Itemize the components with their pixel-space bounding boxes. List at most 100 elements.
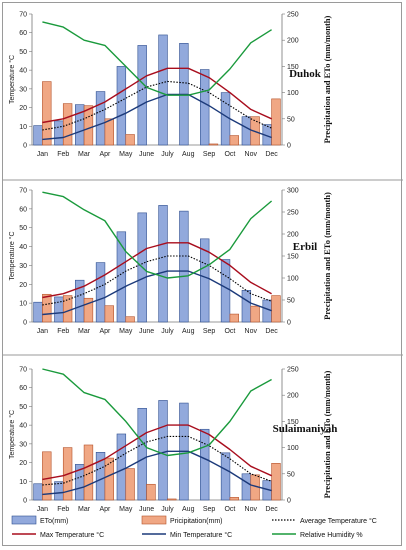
- precip-bar: [229, 313, 239, 323]
- y-tick-label: 60: [19, 385, 27, 392]
- y-tick-label: 40: [19, 244, 27, 251]
- y2-tick-label: 250: [287, 12, 299, 19]
- legend-label: ETo(mm): [40, 518, 68, 525]
- y2-tick-label: 250: [287, 367, 299, 374]
- y2-tick-label: 100: [287, 445, 299, 452]
- precip-bar: [104, 305, 114, 323]
- eto-bar: [54, 296, 64, 323]
- precip-bar: [271, 295, 281, 323]
- x-tick-label: Dec: [265, 151, 278, 158]
- y-tick-label: 70: [19, 367, 27, 374]
- figure-border: [2, 2, 402, 546]
- eto-bar: [220, 259, 231, 323]
- y2-axis-label: Precipitation and ETo (mm/month): [322, 192, 332, 320]
- x-tick-label: Apr: [99, 151, 111, 158]
- y-tick-label: 20: [19, 460, 27, 467]
- x-tick-label: Nov: [245, 506, 258, 513]
- legend-item-precip: Pricipitation(mm): [141, 515, 223, 525]
- avg-series-line: [42, 435, 272, 486]
- legend-item-avg: Average Temperature °C: [272, 517, 377, 525]
- y-tick-label: 10: [19, 479, 27, 486]
- precip-bar: [42, 293, 52, 323]
- x-tick-label: Feb: [57, 506, 69, 513]
- max-series-line: [42, 424, 272, 481]
- x-tick-label: Jan: [37, 151, 48, 158]
- eto-bar: [116, 231, 127, 323]
- x-tick-label: June: [139, 151, 154, 158]
- legend-label: Pricipitation(mm): [170, 518, 223, 525]
- y2-tick-label: 150: [287, 254, 299, 261]
- precip-bar: [125, 468, 135, 501]
- station-title: Duhok: [289, 68, 322, 80]
- x-tick-label: Jan: [37, 328, 48, 335]
- x-tick-label: July: [161, 151, 174, 158]
- x-tick-label: July: [161, 506, 174, 513]
- x-tick-label: Apr: [99, 506, 111, 513]
- precip-bar: [146, 483, 156, 501]
- precip-bar: [62, 103, 73, 146]
- station-title: Sulaimaniyah: [273, 423, 338, 435]
- legend-item-max: Max Temperature °C: [12, 531, 104, 539]
- eto-bar: [241, 473, 252, 501]
- eto-bar: [200, 238, 210, 323]
- legend-item-min: Min Temperature °C: [142, 531, 232, 539]
- legend-label: Relative Humidity %: [300, 532, 363, 539]
- rh-series-line: [42, 21, 272, 96]
- y2-tick-label: 50: [287, 471, 295, 478]
- chart-panel-erbil: 0 10 20 30 40 50 60 70 0 50 100 150 200 250 300 Jan Feb M…: [3, 179, 403, 335]
- precip-bar: [250, 305, 260, 323]
- x-tick-label: May: [119, 506, 133, 513]
- precip-bar: [271, 463, 281, 501]
- y2-tick-label: 250: [287, 210, 299, 217]
- legend-label: Average Temperature °C: [300, 517, 377, 525]
- y-tick-label: 30: [19, 86, 27, 93]
- y-axis-label: Temperature °C: [8, 231, 16, 280]
- x-tick-label: Aug: [182, 151, 195, 158]
- x-tick-label: Sep: [203, 151, 216, 158]
- min-series-line: [42, 450, 272, 496]
- y-tick-label: 30: [19, 441, 27, 448]
- eto-bar: [241, 116, 252, 146]
- avg-series-line: [42, 80, 272, 131]
- y-tick-label: 0: [23, 143, 27, 150]
- eto-bar: [33, 301, 43, 323]
- x-tick-label: Mar: [78, 506, 91, 513]
- precip-bar: [83, 105, 94, 146]
- eto-bar: [75, 104, 85, 146]
- y-tick-label: 50: [19, 49, 27, 56]
- eto-bar: [33, 483, 43, 501]
- legend: ETo(mm) Pricipitation(mm) Average Temperat…: [11, 515, 377, 539]
- y2-tick-label: 150: [287, 419, 299, 426]
- precip-bar: [83, 297, 94, 323]
- y-tick-label: 10: [19, 301, 27, 308]
- x-tick-label: June: [139, 506, 154, 513]
- station-title: Erbil: [293, 241, 317, 253]
- precip-bar: [104, 457, 114, 501]
- legend-swatch: [141, 515, 167, 525]
- precip-bar: [62, 295, 73, 323]
- y-tick-label: 70: [19, 12, 27, 19]
- rh-series-line: [42, 191, 273, 279]
- eto-bar: [179, 210, 189, 323]
- y2-tick-label: 0: [287, 498, 291, 505]
- y2-tick-label: 50: [287, 116, 295, 123]
- y-tick-label: 40: [19, 423, 27, 430]
- x-tick-label: Oct: [224, 506, 235, 513]
- y2-tick-label: 200: [287, 232, 299, 239]
- rh-series-line: [42, 368, 272, 457]
- precip-bar: [42, 451, 52, 501]
- precip-bar: [125, 134, 135, 146]
- x-tick-label: Mar: [78, 328, 91, 335]
- precip-bar: [83, 444, 94, 501]
- precip-bar: [229, 497, 239, 501]
- y2-tick-label: 200: [287, 393, 299, 400]
- y-tick-label: 10: [19, 124, 27, 131]
- y-tick-label: 50: [19, 225, 27, 232]
- x-tick-label: Oct: [224, 328, 235, 335]
- x-tick-label: Mar: [78, 151, 91, 158]
- y2-axis-label: Precipitation and ETo (mm/month): [322, 15, 332, 143]
- eto-bar: [95, 262, 106, 323]
- eto-bar: [54, 120, 64, 146]
- y2-axis-label: Precipitation and ETo (mm/month): [322, 370, 332, 498]
- precip-bar: [42, 81, 52, 146]
